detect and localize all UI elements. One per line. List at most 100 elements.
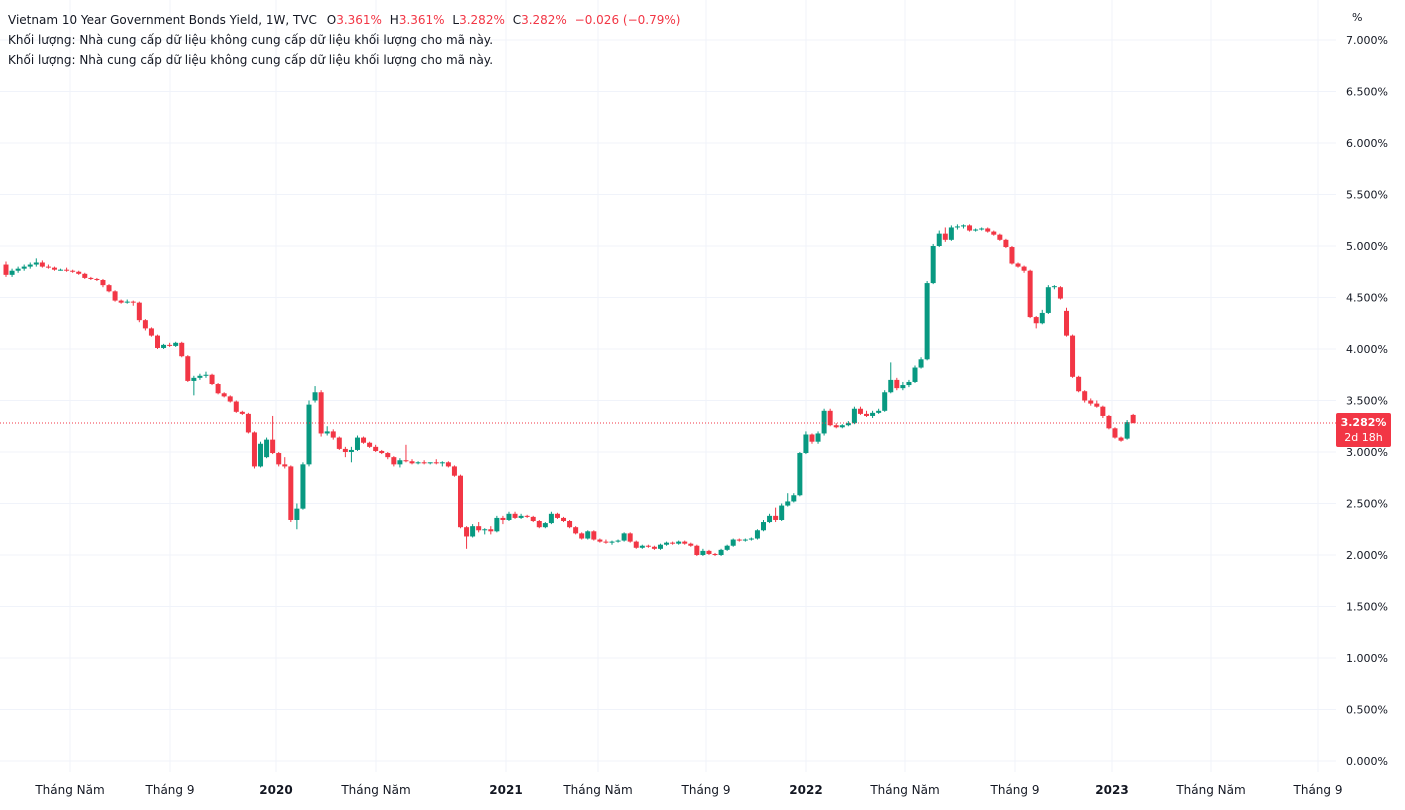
- candle-body: [348, 449, 354, 452]
- candle-body: [991, 231, 997, 235]
- candle: [100, 278, 106, 288]
- candle: [239, 410, 245, 415]
- candle: [1130, 413, 1136, 424]
- candle: [894, 377, 900, 391]
- candle-body: [627, 533, 633, 542]
- candle: [312, 386, 318, 403]
- y-tick-label: 6.000%: [1346, 137, 1388, 150]
- candle: [591, 530, 597, 541]
- candle-body: [718, 549, 724, 555]
- candle-body: [21, 266, 27, 269]
- candle: [870, 410, 876, 419]
- candle: [161, 343, 167, 349]
- candle-body: [779, 505, 785, 520]
- candle-body: [894, 379, 900, 389]
- candle: [433, 459, 439, 465]
- candle: [615, 539, 621, 543]
- candle-body: [148, 328, 154, 336]
- candle: [973, 228, 979, 232]
- candle-body: [851, 408, 857, 424]
- candle: [1057, 286, 1063, 300]
- candle-body: [651, 546, 657, 549]
- candle: [330, 429, 336, 440]
- candle-body: [51, 267, 57, 270]
- x-tick-label: 2021: [489, 783, 522, 797]
- candle: [815, 431, 821, 444]
- candle-body: [882, 392, 888, 411]
- candle-body: [282, 464, 288, 467]
- candle-body: [979, 228, 985, 230]
- candle-body: [845, 423, 851, 426]
- candle: [1051, 285, 1057, 290]
- candle: [76, 270, 82, 275]
- candle: [694, 544, 700, 557]
- candle: [251, 431, 257, 469]
- candle-body: [700, 550, 706, 555]
- candle-body: [58, 269, 64, 271]
- candle-body: [900, 385, 906, 389]
- candle-body: [664, 542, 670, 545]
- candle-body: [918, 359, 924, 368]
- candle: [391, 456, 397, 467]
- candle-body: [1003, 239, 1009, 248]
- candle: [1112, 427, 1118, 439]
- candle: [191, 375, 197, 396]
- candle-body: [936, 233, 942, 246]
- price-axis[interactable]: % 0.000% 0.500% 1.000% 1.500% 2.000% 2.500% 3.…: [1346, 11, 1388, 768]
- candle: [609, 540, 615, 545]
- candle: [1088, 398, 1094, 406]
- candle: [58, 268, 64, 271]
- candle: [912, 365, 918, 383]
- candle: [954, 224, 960, 230]
- candle: [706, 549, 712, 555]
- candle-body: [870, 412, 876, 416]
- candle-body: [161, 344, 167, 348]
- candle-body: [591, 531, 597, 540]
- candle: [821, 408, 827, 436]
- candle: [179, 341, 185, 358]
- candle-body: [912, 367, 918, 382]
- candle: [1003, 238, 1009, 249]
- candle-body: [203, 374, 209, 376]
- candle-body: [1009, 247, 1015, 264]
- candle: [991, 230, 997, 236]
- candle: [585, 530, 591, 540]
- candle-body: [906, 381, 912, 386]
- candle-body: [482, 529, 488, 531]
- candle-body: [839, 425, 845, 428]
- candle: [785, 493, 791, 507]
- candle-body: [470, 526, 476, 537]
- candle: [621, 532, 627, 542]
- candle-body: [997, 234, 1003, 240]
- x-tick-label: Tháng 9: [145, 783, 195, 797]
- candle-body: [791, 495, 797, 502]
- candle-body: [476, 526, 482, 531]
- candle: [9, 268, 15, 277]
- candle-body: [597, 539, 603, 542]
- time-axis[interactable]: Tháng Năm Tháng 9 2020 Tháng Năm 2021 Tháng N…: [34, 783, 1342, 797]
- candle-body: [306, 404, 312, 465]
- candle: [21, 264, 27, 271]
- candle: [173, 341, 179, 347]
- candle-body: [960, 225, 966, 227]
- candle-body: [536, 521, 542, 528]
- candle: [639, 544, 645, 549]
- candle-body: [421, 462, 427, 464]
- candle-body: [748, 538, 754, 540]
- candle-body: [330, 431, 336, 438]
- candle: [548, 511, 554, 525]
- candle-body: [324, 431, 330, 434]
- candle-body: [676, 541, 682, 544]
- candle: [718, 548, 724, 557]
- candle-body: [567, 521, 573, 528]
- candle-body: [488, 529, 494, 532]
- candle-body: [1027, 270, 1033, 318]
- y-tick-label: 4.000%: [1346, 343, 1388, 356]
- candle-body: [542, 523, 548, 528]
- candle: [245, 412, 251, 434]
- x-tick-label: Tháng 9: [1293, 783, 1343, 797]
- candle: [506, 511, 512, 522]
- candle-body: [876, 410, 882, 413]
